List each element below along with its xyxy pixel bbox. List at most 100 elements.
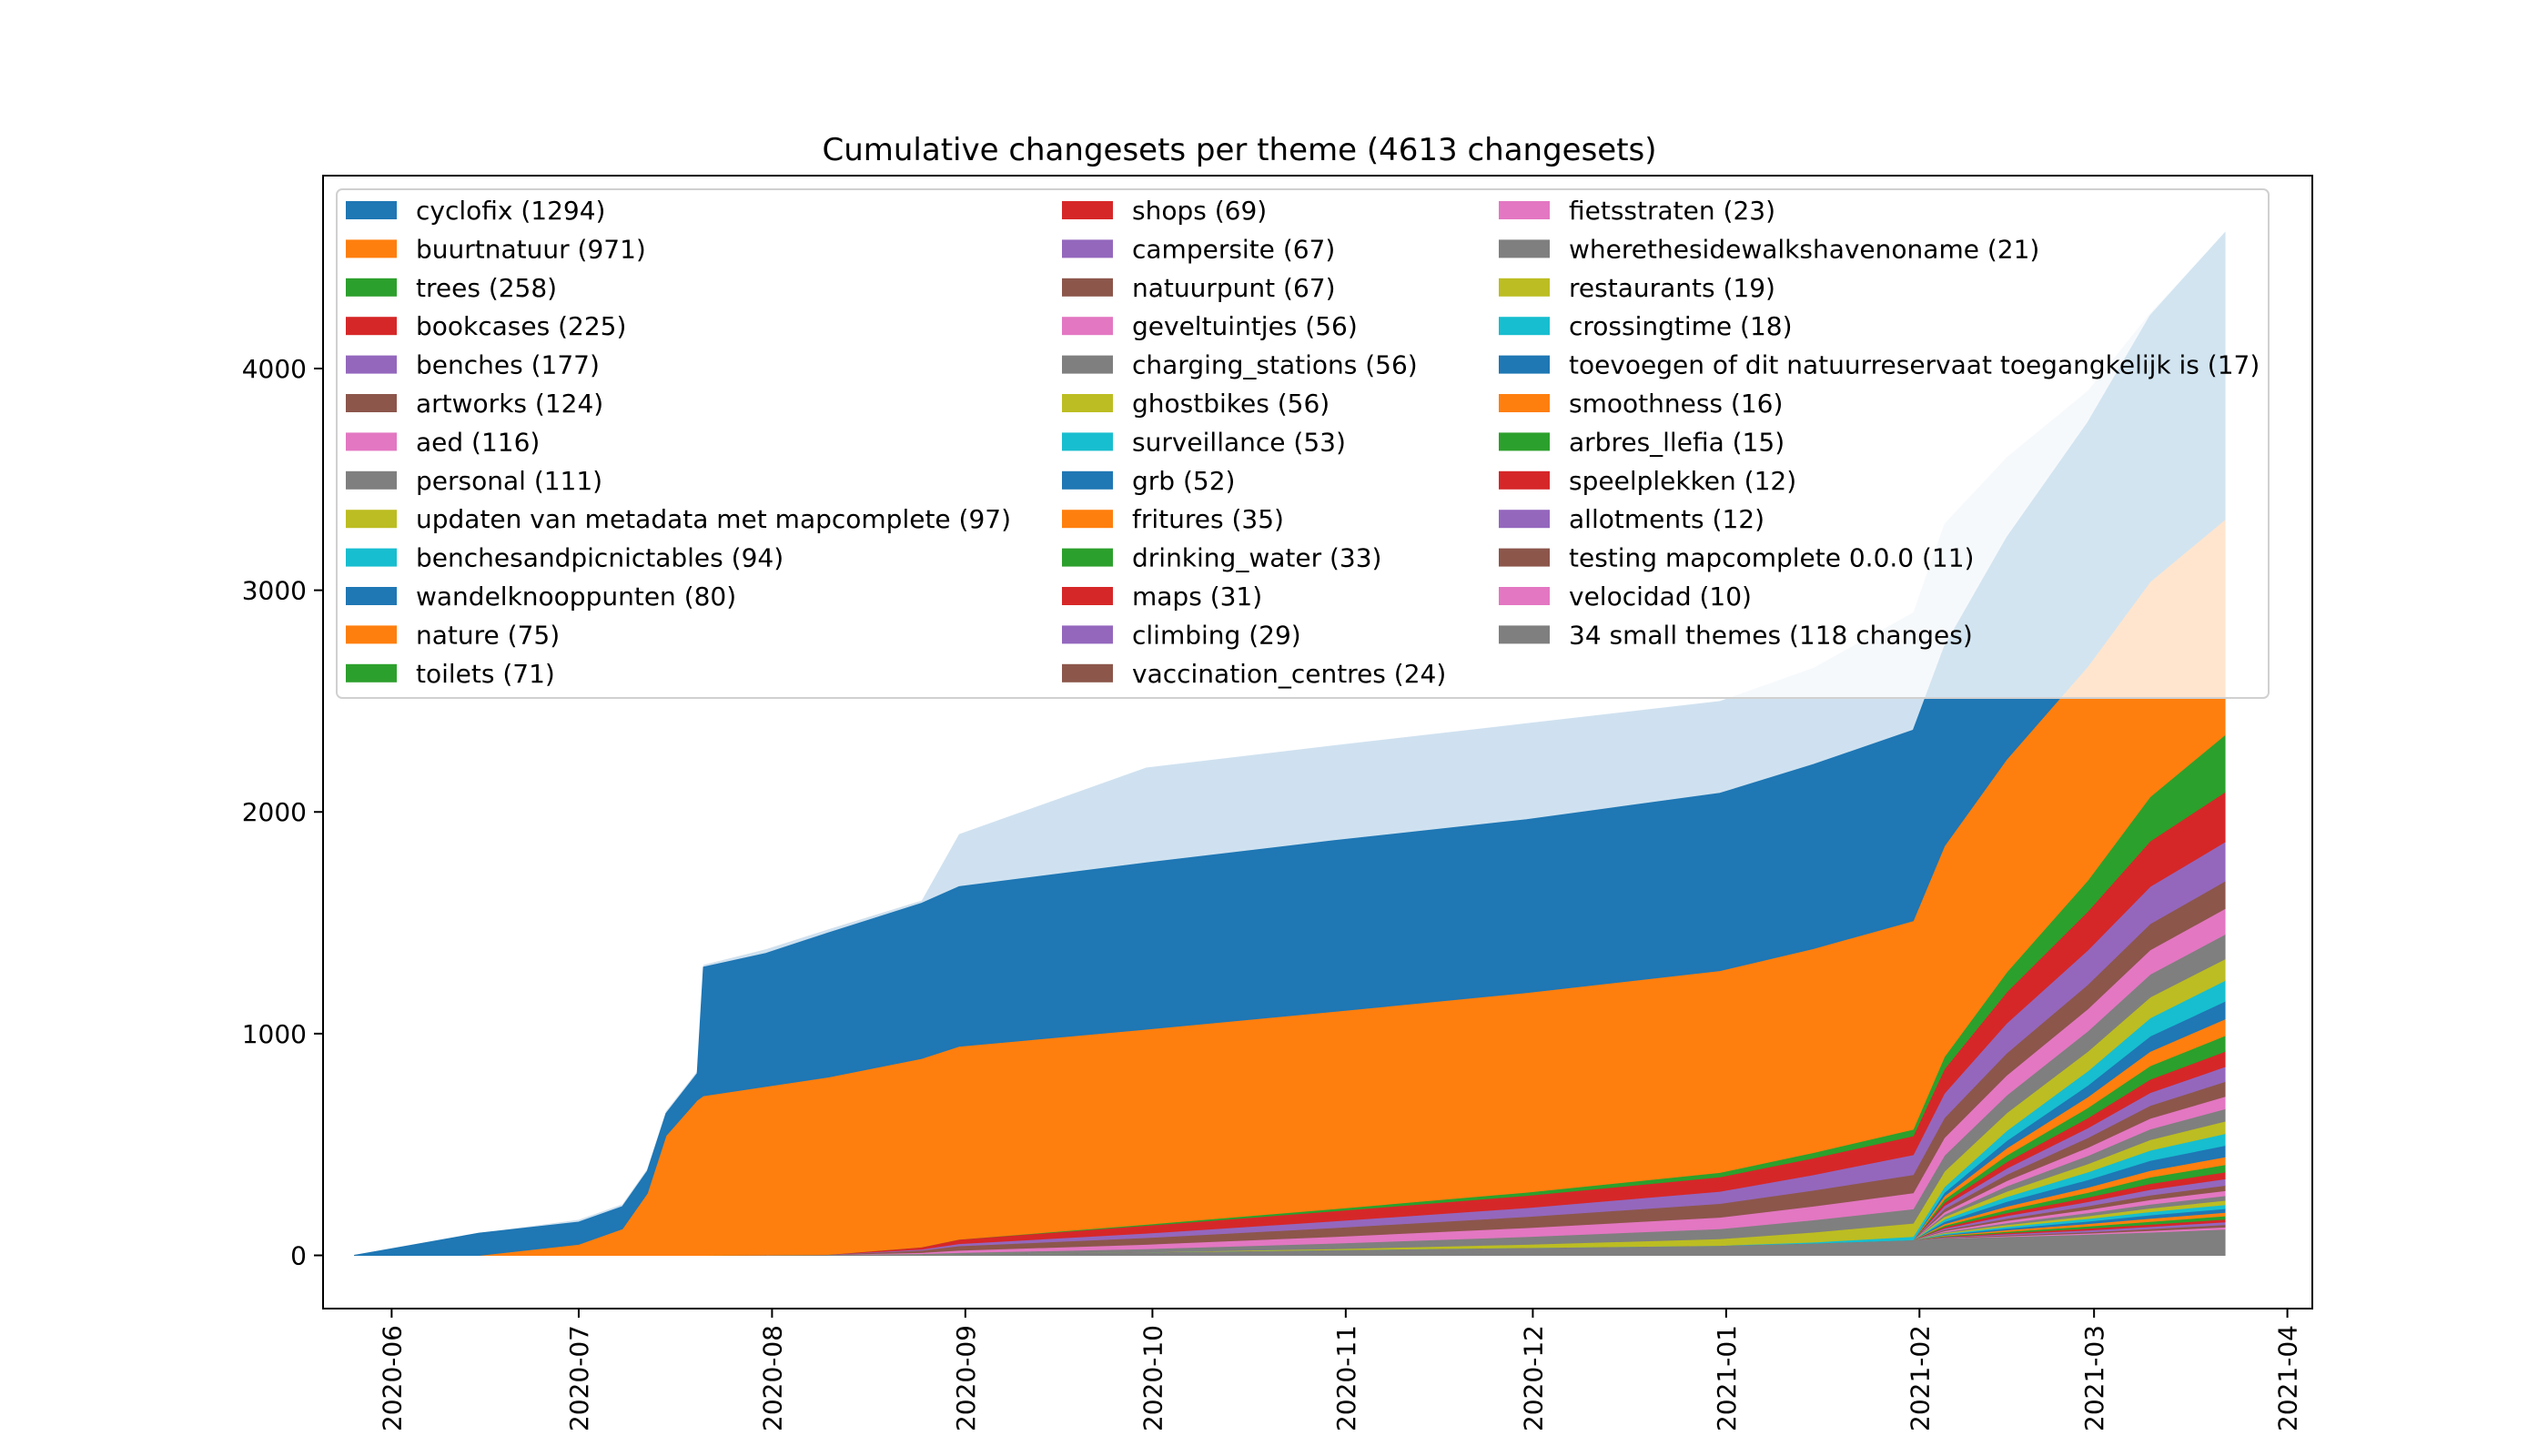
legend-swatch	[346, 587, 397, 605]
legend-label: ghostbikes (56)	[1132, 389, 1330, 419]
x-tick-label: 2020-08	[757, 1325, 787, 1431]
legend-swatch	[1499, 317, 1550, 336]
legend-label: natuurpunt (67)	[1132, 273, 1336, 303]
legend-swatch	[346, 548, 397, 567]
x-tick-label: 2020-06	[377, 1325, 407, 1431]
legend-label: climbing (29)	[1132, 620, 1301, 650]
legend-label: personal (111)	[416, 466, 602, 496]
legend-label: toilets (71)	[416, 659, 555, 689]
legend-box	[336, 188, 2270, 699]
legend-swatch	[346, 432, 397, 451]
x-axis: 2020-06 2020-07 2020-08 2020-09 2020-10 2020-…	[377, 1309, 2303, 1431]
legend-swatch	[346, 394, 397, 412]
plot-area	[354, 231, 2226, 1257]
legend-swatch	[1499, 510, 1550, 529]
legend-swatch	[1062, 625, 1113, 644]
legend-swatch	[1062, 432, 1113, 451]
legend-label: arbres_llefia (15)	[1569, 427, 1785, 457]
legend-swatch	[346, 355, 397, 374]
x-tick-label: 2020-10	[1138, 1325, 1168, 1431]
legend-label: fritures (35)	[1132, 504, 1284, 534]
legend-swatch	[1062, 317, 1113, 336]
legend-label: testing mapcomplete 0.0.0 (11)	[1569, 543, 1974, 573]
legend-swatch	[1062, 239, 1113, 258]
legend-swatch	[346, 510, 397, 529]
legend-swatch	[1499, 625, 1550, 644]
x-tick-label: 2021-01	[1712, 1325, 1742, 1431]
legend-swatch	[1499, 355, 1550, 374]
legend-label: updaten van metadata met mapcomplete (97…	[416, 504, 1011, 534]
legend-label: smoothness (16)	[1569, 389, 1783, 419]
legend-swatch	[1499, 470, 1550, 490]
legend-swatch	[1062, 201, 1113, 219]
legend-label: cyclofix (1294)	[416, 196, 605, 226]
legend-swatch	[1062, 587, 1113, 605]
legend-label: 34 small themes (118 changes)	[1569, 620, 1973, 650]
legend-label: surveillance (53)	[1132, 427, 1346, 457]
legend-label: buurtnatuur (971)	[416, 234, 646, 264]
x-tick-label: 2021-04	[2273, 1325, 2303, 1431]
legend-label: speelplekken (12)	[1569, 466, 1796, 496]
legend-swatch	[1499, 278, 1550, 297]
y-tick-label: 0	[290, 1241, 307, 1271]
legend-swatch	[346, 317, 397, 336]
y-tick-label: 1000	[242, 1019, 307, 1049]
legend-swatch	[346, 470, 397, 490]
legend-swatch	[1499, 432, 1550, 451]
legend-swatch	[346, 663, 397, 682]
y-axis: 0 1000 2000 3000 4000	[242, 354, 323, 1271]
legend-label: grb (52)	[1132, 466, 1235, 496]
legend-label: geveltuintjes (56)	[1132, 311, 1358, 341]
legend-label: shops (69)	[1132, 196, 1267, 226]
legend-label: charging_stations (56)	[1132, 350, 1418, 380]
legend-label: nature (75)	[416, 620, 560, 650]
legend-label: benchesandpicnictables (94)	[416, 543, 784, 573]
legend-swatch	[1062, 470, 1113, 490]
legend-label: campersite (67)	[1132, 234, 1335, 264]
legend-label: allotments (12)	[1569, 504, 1764, 534]
legend-swatch	[1062, 355, 1113, 374]
legend-label: trees (258)	[416, 273, 557, 303]
x-tick-label: 2020-09	[951, 1325, 981, 1431]
legend-swatch	[346, 625, 397, 644]
x-tick-label: 2020-12	[1518, 1325, 1548, 1431]
legend-swatch	[346, 201, 397, 219]
legend-swatch	[1062, 278, 1113, 297]
legend-label: velocidad (10)	[1569, 581, 1752, 612]
x-tick-label: 2021-03	[2079, 1325, 2109, 1431]
legend-swatch	[1062, 663, 1113, 682]
legend-swatch	[1062, 548, 1113, 567]
legend-swatch	[1499, 394, 1550, 412]
legend: cyclofix (1294) buurtnatuur (971) trees (2…	[336, 188, 2270, 699]
legend-label: maps (31)	[1132, 581, 1262, 612]
y-tick-label: 4000	[242, 354, 307, 384]
axes-frame	[322, 175, 2313, 1309]
legend-label: wherethesidewalkshavenoname (21)	[1569, 234, 2039, 264]
legend-label: vaccination_centres (24)	[1132, 659, 1446, 689]
chart-title: Cumulative changesets per theme (4613 ch…	[822, 132, 1656, 168]
x-tick-label: 2020-11	[1331, 1325, 1361, 1431]
legend-swatch	[346, 239, 397, 258]
legend-label: aed (116)	[416, 427, 540, 457]
legend-label: wandelknooppunten (80)	[416, 581, 736, 612]
x-tick-label: 2020-07	[564, 1325, 594, 1431]
legend-label: toevoegen of dit natuurreservaat toegang…	[1569, 350, 2260, 380]
legend-label: crossingtime (18)	[1569, 311, 1793, 341]
legend-swatch	[1499, 239, 1550, 258]
legend-swatch	[1499, 201, 1550, 219]
legend-label: artworks (124)	[416, 389, 603, 419]
legend-swatch	[1062, 510, 1113, 529]
legend-swatch	[1062, 394, 1113, 412]
legend-swatch	[346, 278, 397, 297]
y-tick-label: 3000	[242, 576, 307, 606]
legend-label: fietsstraten (23)	[1569, 196, 1775, 226]
legend-swatch	[1499, 587, 1550, 605]
legend-label: benches (177)	[416, 350, 600, 380]
x-tick-label: 2021-02	[1905, 1325, 1935, 1431]
legend-label: restaurants (19)	[1569, 273, 1775, 303]
legend-label: bookcases (225)	[416, 311, 626, 341]
legend-label: drinking_water (33)	[1132, 543, 1381, 573]
y-tick-label: 2000	[242, 797, 307, 827]
legend-swatch	[1499, 548, 1550, 567]
